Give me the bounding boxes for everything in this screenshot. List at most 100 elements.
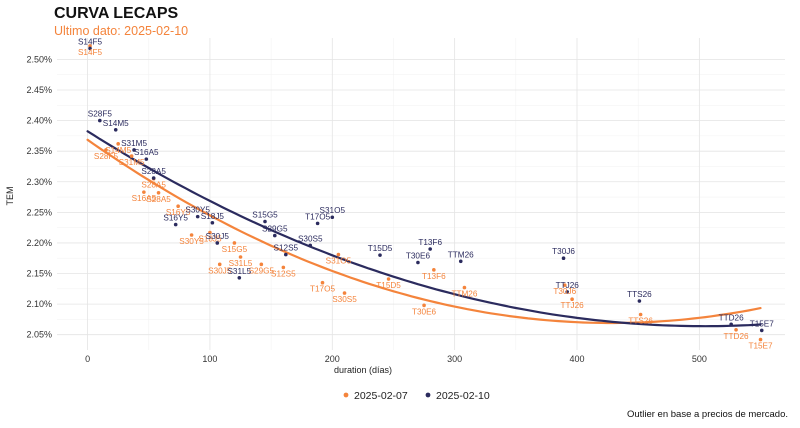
data-point-s18j5 — [208, 230, 212, 235]
legend-marker-2025-02-07 — [343, 392, 349, 398]
data-point-t15d5 — [386, 277, 391, 281]
point-label-s14f5: S14F5 — [78, 37, 103, 46]
data-point-tts26 — [638, 312, 643, 317]
y-tick-label: 2.35% — [26, 146, 52, 156]
data-point-s15g5 — [232, 241, 237, 245]
data-point-t30j6 — [562, 283, 567, 287]
data-point-s14m5 — [116, 142, 120, 146]
data-point-t15d5 — [378, 253, 382, 257]
point-label-s18j5: S18J5 — [198, 235, 222, 244]
y-tick-label: 2.30% — [26, 177, 52, 187]
data-point-s16y5 — [176, 204, 180, 209]
point-label-t17o5: T17O5 — [310, 285, 335, 294]
data-point-s31o5 — [336, 252, 341, 257]
y-tick-label: 2.05% — [26, 330, 52, 340]
point-label-s15g5: S15G5 — [222, 245, 248, 254]
point-label-s31o5: S31O5 — [326, 257, 352, 266]
data-point-ttm26 — [462, 285, 467, 290]
data-point-s16y5 — [173, 222, 178, 227]
chart-subtitle: Ultimo dato: 2025-02-10 — [54, 24, 189, 38]
y-axis-title: TEM — [5, 187, 15, 206]
point-label-s31o5: S31O5 — [320, 206, 346, 215]
data-point-s30j5 — [215, 241, 220, 245]
point-label-s31m5: S31M5 — [121, 139, 147, 148]
point-label-t13f6: T13F6 — [422, 272, 446, 281]
point-label-s14m5: S14M5 — [105, 146, 131, 155]
point-label-s18j5: S18J5 — [201, 212, 225, 221]
x-tick-label: 500 — [692, 354, 707, 364]
fit-curve-layer — [86, 130, 762, 328]
point-label-layer: S14F5S28F5S14M5S31M5S28A5S16A5S28A5S16Y5… — [78, 37, 774, 350]
point-label-t15e7: T15E7 — [750, 319, 775, 328]
data-point-ttd26 — [729, 322, 733, 327]
y-tick-label: 2.25% — [26, 207, 52, 217]
point-label-t15d5: T15D5 — [368, 244, 393, 253]
data-point-t13f6 — [428, 247, 432, 251]
data-point-ttj26 — [565, 290, 570, 294]
chart-caption: Outlier en base a precios de mercado. — [626, 409, 788, 420]
data-point-s31o5 — [330, 215, 335, 220]
point-label-s28a5: S28A5 — [141, 167, 166, 176]
point-label-s29g5: S29G5 — [262, 225, 288, 234]
data-point-t30e6 — [416, 260, 420, 265]
data-point-s28a5 — [151, 176, 156, 180]
data-point-s14f5 — [88, 46, 92, 51]
data-point-s28f5 — [104, 148, 108, 152]
legend-marker-2025-02-10 — [425, 392, 431, 398]
y-tick-label: 2.45% — [26, 85, 52, 95]
point-label-s31m5: S31M5 — [119, 158, 145, 167]
data-point-s30y5 — [195, 214, 200, 219]
data-point-ttd26 — [734, 328, 738, 332]
point-label-t15e7: T15E7 — [748, 342, 773, 351]
data-point-s31m5 — [132, 148, 136, 152]
data-point-s18j5 — [210, 220, 215, 225]
data-point-s16a5 — [142, 190, 146, 194]
point-label-t30j6: T30J6 — [553, 287, 576, 296]
data-point-s30y5 — [189, 233, 194, 237]
point-label-t17o5: T17O5 — [305, 212, 330, 221]
point-label-s31l5: S31L5 — [229, 259, 253, 268]
data-point-t30e6 — [422, 303, 426, 308]
data-point-tts26 — [637, 299, 642, 303]
point-label-s12s5: S12S5 — [271, 269, 296, 278]
point-label-s28f5: S28F5 — [88, 110, 113, 119]
data-point-s31l5 — [237, 276, 242, 280]
point-label-ttj26: TTJ26 — [556, 281, 580, 290]
fit-curve-2025-02-10 — [86, 130, 762, 328]
data-point-t17o5 — [320, 280, 325, 285]
point-label-s28a5: S28A5 — [146, 195, 171, 204]
fit-curve-2025-02-07 — [86, 138, 762, 325]
tick-label-layer: 2.05% 2.10% 2.15% 2.20% 2.25% 2.30% 2.35% 2.40%… — [26, 54, 706, 364]
point-label-ttj26: TTJ26 — [560, 301, 584, 310]
point-label-ttd26: TTD26 — [724, 332, 749, 341]
y-tick-label: 2.20% — [26, 238, 52, 248]
data-point-s29g5 — [259, 262, 264, 267]
point-label-t30e6: T30E6 — [412, 307, 437, 316]
data-point-s30j5 — [217, 262, 222, 267]
point-label-s29g5: S29G5 — [249, 266, 275, 275]
data-point-s15g5 — [263, 219, 267, 224]
legend: 2025-02-07 2025-02-10 — [343, 390, 490, 402]
x-tick-label: 200 — [325, 354, 340, 364]
chart-title: CURVA LECAPS — [54, 5, 179, 22]
x-tick-label: 100 — [202, 354, 217, 364]
data-point-t15e7 — [759, 328, 764, 333]
data-point-s31l5 — [238, 255, 243, 259]
data-point-s30s5 — [308, 243, 313, 248]
x-axis-title: duration (días) — [334, 365, 392, 375]
point-label-s16y5: S16Y5 — [166, 208, 191, 217]
grid-layer — [57, 38, 785, 350]
x-tick-label: 400 — [569, 354, 584, 364]
point-label-s12s5: S12S5 — [274, 244, 299, 253]
point-label-t30e6: T30E6 — [406, 252, 431, 261]
y-tick-label: 2.50% — [26, 54, 52, 64]
x-tick-label: 300 — [447, 354, 462, 364]
point-label-s16y5: S16Y5 — [163, 214, 188, 223]
data-point-s12s5 — [281, 265, 286, 270]
x-tick-label: 0 — [85, 354, 90, 364]
point-label-s15g5: S15G5 — [252, 211, 278, 220]
data-point-s31m5 — [129, 154, 134, 158]
point-label-s30j5: S30J5 — [206, 232, 230, 241]
point-label-t30j6: T30J6 — [552, 247, 575, 256]
